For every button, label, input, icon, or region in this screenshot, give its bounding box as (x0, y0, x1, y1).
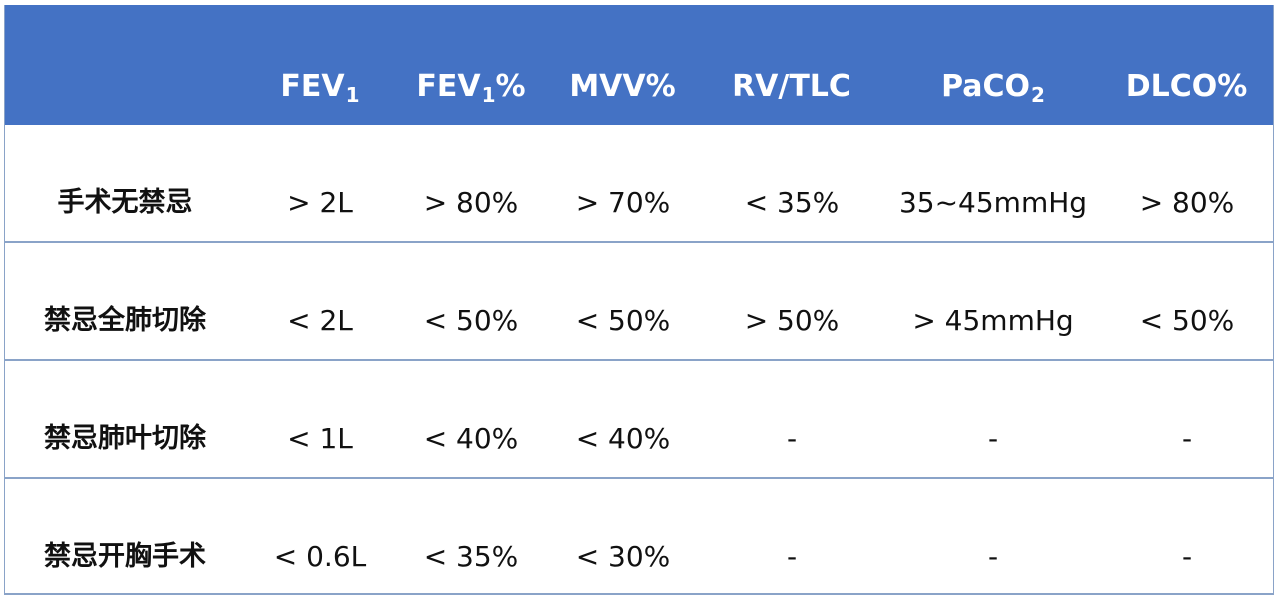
cell-mvv-percent: < 50% (575, 304, 671, 337)
row-label: 禁忌肺叶切除 (44, 423, 206, 454)
header-mvv-percent: MVV% (569, 69, 676, 104)
cell-paco2: 35~45mmHg (898, 186, 1088, 219)
criteria-table: FEV1 FEV1% MVV% RV/TLC PaCO2 DLCO% 手术无禁忌… (4, 5, 1274, 595)
cell-rv-tlc: - (786, 540, 798, 573)
cell-fev1-percent: > 80% (423, 186, 519, 219)
table-row: 禁忌全肺切除 < 2L < 50% < 50% > 50% > 45mmHg <… (5, 241, 1273, 359)
table-header: FEV1 FEV1% MVV% RV/TLC PaCO2 DLCO% (5, 5, 1273, 125)
table-row: 禁忌开胸手术 < 0.6L < 35% < 30% - - - (5, 477, 1273, 595)
cell-fev1-percent: < 35% (423, 540, 519, 573)
header-paco2: PaCO2 (941, 69, 1045, 107)
cell-dlco-percent: < 50% (1139, 304, 1235, 337)
cell-paco2: - (987, 540, 999, 573)
cell-mvv-percent: > 70% (575, 186, 671, 219)
header-fev1-percent: FEV1% (416, 69, 526, 107)
cell-fev1: < 2L (287, 304, 353, 337)
row-label: 手术无禁忌 (57, 187, 193, 218)
cell-rv-tlc: < 35% (744, 186, 840, 219)
cell-mvv-percent: < 40% (575, 422, 671, 455)
cell-fev1: < 1L (287, 422, 353, 455)
header-fev1: FEV1 (280, 69, 360, 107)
cell-rv-tlc: > 50% (744, 304, 840, 337)
cell-paco2: - (987, 422, 999, 455)
cell-dlco-percent: - (1181, 422, 1193, 455)
cell-paco2: > 45mmHg (912, 304, 1074, 337)
table-row: 禁忌肺叶切除 < 1L < 40% < 40% - - - (5, 359, 1273, 477)
row-label: 禁忌开胸手术 (44, 541, 206, 572)
cell-fev1-percent: < 50% (423, 304, 519, 337)
cell-fev1: < 0.6L (273, 540, 367, 573)
cell-fev1-percent: < 40% (423, 422, 519, 455)
table-row: 手术无禁忌 > 2L > 80% > 70% < 35% 35~45mmHg >… (5, 125, 1273, 243)
header-rv-tlc: RV/TLC (732, 69, 851, 104)
cell-fev1: > 2L (287, 186, 353, 219)
cell-dlco-percent: > 80% (1139, 186, 1235, 219)
cell-rv-tlc: - (786, 422, 798, 455)
row-label: 禁忌全肺切除 (44, 305, 206, 336)
cell-dlco-percent: - (1181, 540, 1193, 573)
header-dlco-percent: DLCO% (1125, 69, 1248, 104)
cell-mvv-percent: < 30% (575, 540, 671, 573)
